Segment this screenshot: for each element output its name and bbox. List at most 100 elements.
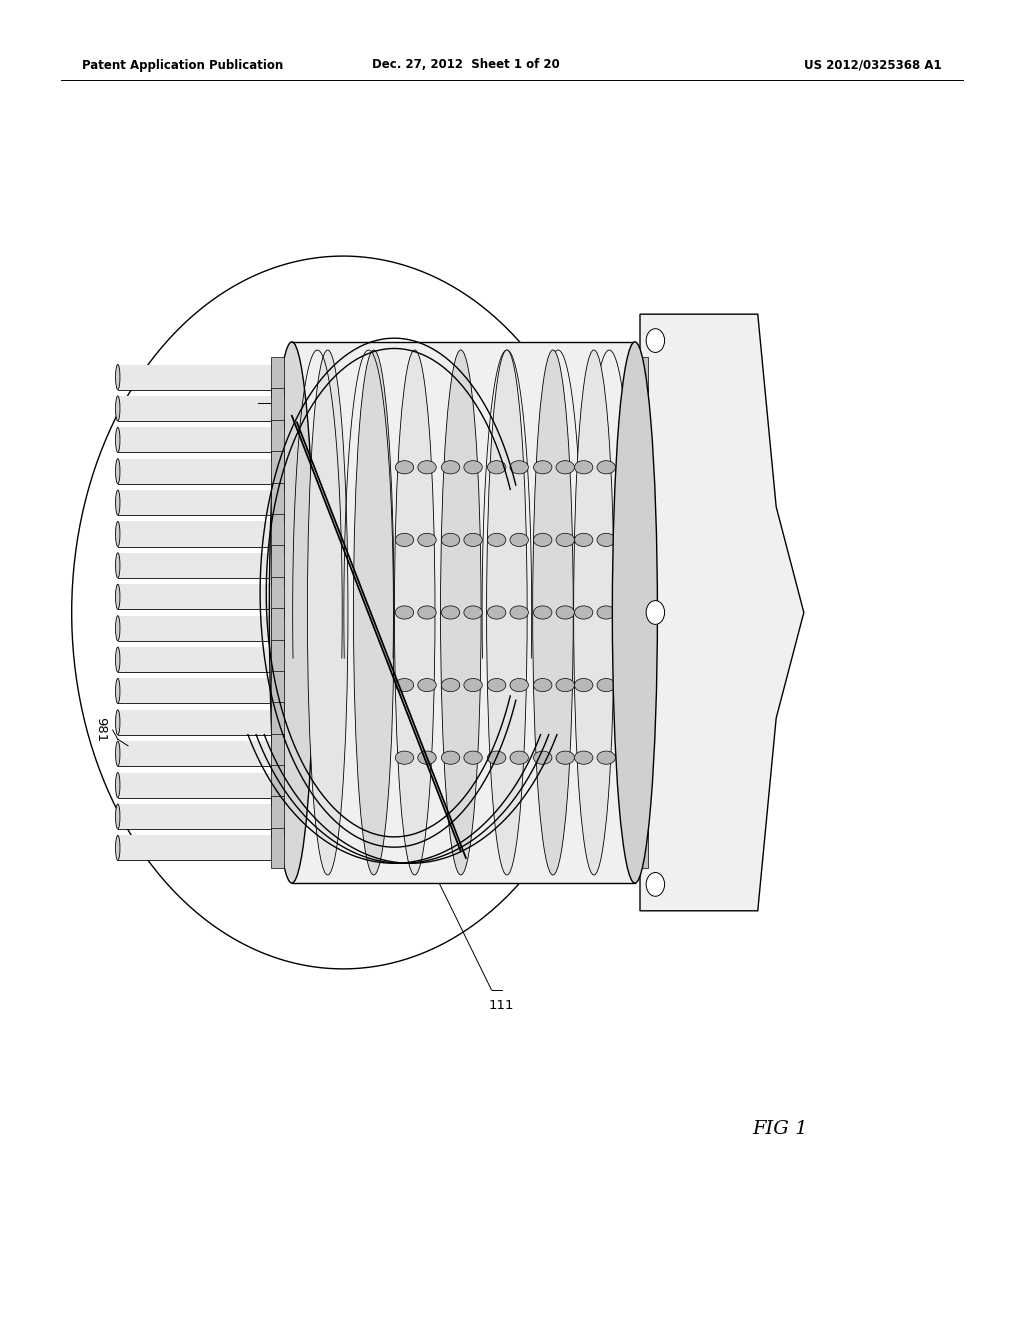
Text: 110: 110 — [270, 389, 283, 416]
Bar — [625, 742, 681, 767]
Ellipse shape — [510, 751, 528, 764]
Ellipse shape — [487, 533, 506, 546]
Bar — [271, 483, 284, 523]
Ellipse shape — [116, 364, 120, 389]
Ellipse shape — [679, 836, 683, 861]
Ellipse shape — [510, 606, 528, 619]
Bar — [118, 647, 319, 672]
Ellipse shape — [612, 342, 657, 883]
Ellipse shape — [418, 678, 436, 692]
Ellipse shape — [464, 461, 482, 474]
Ellipse shape — [679, 428, 683, 453]
Ellipse shape — [307, 350, 348, 875]
Ellipse shape — [116, 428, 120, 453]
Ellipse shape — [534, 751, 552, 764]
Text: 105: 105 — [506, 389, 518, 416]
Ellipse shape — [679, 521, 683, 546]
Bar — [636, 545, 648, 586]
Bar — [636, 577, 648, 616]
Ellipse shape — [679, 678, 683, 704]
Bar — [271, 639, 284, 680]
Ellipse shape — [510, 461, 528, 474]
Ellipse shape — [395, 461, 414, 474]
Ellipse shape — [597, 751, 615, 764]
Ellipse shape — [116, 490, 120, 515]
Bar — [625, 553, 681, 578]
Bar — [625, 521, 681, 546]
Ellipse shape — [441, 678, 460, 692]
Text: Dec. 27, 2012  Sheet 1 of 20: Dec. 27, 2012 Sheet 1 of 20 — [372, 58, 560, 71]
Ellipse shape — [269, 342, 314, 883]
Bar — [636, 639, 648, 680]
Bar — [118, 585, 319, 610]
Ellipse shape — [464, 533, 482, 546]
Ellipse shape — [116, 647, 120, 672]
Ellipse shape — [597, 606, 615, 619]
Ellipse shape — [487, 606, 506, 619]
Bar — [118, 396, 317, 421]
Bar — [271, 796, 284, 837]
Bar — [118, 428, 318, 453]
Ellipse shape — [464, 606, 482, 619]
Bar — [636, 483, 648, 523]
Bar — [625, 804, 681, 829]
Ellipse shape — [116, 458, 120, 483]
Ellipse shape — [573, 350, 614, 875]
Ellipse shape — [441, 751, 460, 764]
Circle shape — [646, 329, 665, 352]
Bar — [636, 451, 648, 491]
Polygon shape — [640, 314, 804, 911]
Bar — [118, 742, 318, 767]
Ellipse shape — [534, 461, 552, 474]
Circle shape — [646, 873, 665, 896]
Bar — [118, 458, 318, 483]
Ellipse shape — [418, 606, 436, 619]
Ellipse shape — [116, 772, 120, 797]
Bar — [625, 615, 681, 640]
Ellipse shape — [532, 350, 573, 875]
Bar — [271, 734, 284, 774]
Bar — [625, 458, 681, 483]
Ellipse shape — [679, 742, 683, 767]
Ellipse shape — [116, 710, 120, 735]
Bar — [625, 364, 681, 389]
Bar — [636, 734, 648, 774]
Bar — [625, 647, 681, 672]
Bar — [636, 671, 648, 711]
Bar — [271, 545, 284, 586]
Ellipse shape — [556, 461, 574, 474]
Ellipse shape — [441, 606, 460, 619]
Bar — [625, 490, 681, 515]
Bar — [636, 796, 648, 837]
Bar — [636, 828, 648, 869]
Ellipse shape — [679, 710, 683, 735]
Ellipse shape — [534, 533, 552, 546]
Ellipse shape — [679, 490, 683, 515]
Bar — [118, 521, 319, 546]
Ellipse shape — [574, 606, 593, 619]
Bar — [271, 671, 284, 711]
Ellipse shape — [679, 585, 683, 610]
Ellipse shape — [574, 751, 593, 764]
Ellipse shape — [116, 804, 120, 829]
Text: FIG 1: FIG 1 — [753, 1119, 808, 1138]
Ellipse shape — [510, 678, 528, 692]
Text: 111: 111 — [489, 999, 514, 1012]
Ellipse shape — [574, 461, 593, 474]
Bar — [625, 585, 681, 610]
Bar — [118, 772, 318, 797]
Bar — [271, 609, 284, 648]
Bar — [271, 356, 284, 397]
Ellipse shape — [116, 615, 120, 640]
Ellipse shape — [464, 751, 482, 764]
Bar — [636, 420, 648, 459]
Text: 981: 981 — [94, 717, 106, 743]
Bar — [625, 428, 681, 453]
Ellipse shape — [395, 533, 414, 546]
Ellipse shape — [116, 742, 120, 767]
Ellipse shape — [574, 533, 593, 546]
Bar — [636, 356, 648, 397]
Ellipse shape — [464, 678, 482, 692]
Ellipse shape — [679, 647, 683, 672]
Bar — [271, 420, 284, 459]
